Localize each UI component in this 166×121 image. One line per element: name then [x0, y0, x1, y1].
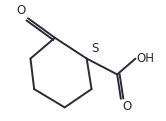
- Text: O: O: [16, 4, 26, 17]
- Text: OH: OH: [137, 52, 155, 65]
- Text: S: S: [91, 42, 99, 55]
- Text: O: O: [122, 100, 131, 113]
